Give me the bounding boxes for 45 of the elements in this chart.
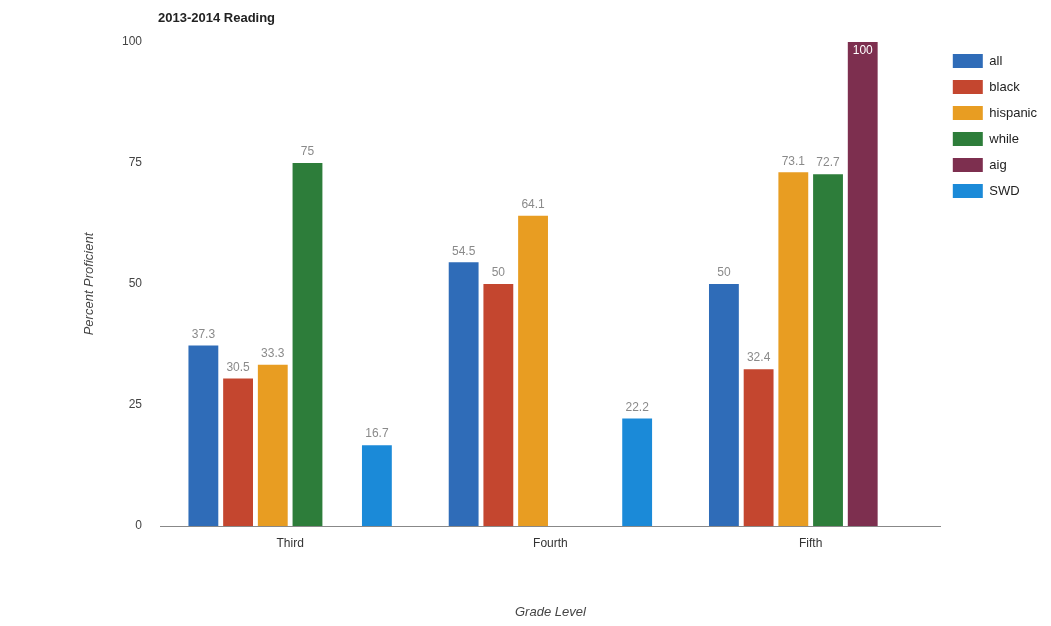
- legend-label: black: [989, 78, 1021, 94]
- x-axis-title: Grade Level: [514, 603, 587, 619]
- legend-label: aig: [989, 156, 1007, 172]
- data-label: 75: [300, 144, 315, 159]
- y-tick-label: 25: [128, 397, 143, 412]
- x-tick-label: Third: [276, 535, 304, 550]
- data-label: 50: [717, 265, 731, 280]
- bar: [847, 42, 878, 526]
- data-label: 64.1: [521, 197, 546, 212]
- bar: [188, 345, 219, 526]
- bar: [292, 163, 323, 526]
- legend-label: all: [989, 52, 1003, 68]
- bar: [361, 445, 392, 526]
- data-label: 37.3: [191, 326, 216, 341]
- bar: [483, 284, 514, 526]
- y-tick-label: 75: [128, 155, 143, 170]
- y-axis-title: Percent Proficient: [81, 231, 97, 336]
- bar: [448, 262, 479, 526]
- bar: [708, 284, 739, 526]
- bar: [813, 174, 843, 526]
- data-label: 100: [852, 43, 874, 58]
- bar: [257, 364, 288, 526]
- y-tick-label: 50: [128, 276, 143, 291]
- data-label: 50: [491, 265, 506, 280]
- bar: [743, 369, 774, 526]
- legend-label: while: [988, 130, 1019, 146]
- y-tick-label: 100: [121, 34, 143, 49]
- data-label: 30.5: [226, 359, 251, 374]
- bar: [778, 172, 809, 526]
- data-label: 32.4: [746, 350, 771, 365]
- bar: [518, 215, 548, 526]
- bar: [223, 378, 253, 526]
- data-label: 73.1: [781, 153, 806, 168]
- legend-label: hispanic: [989, 104, 1038, 120]
- data-label: 54.5: [451, 243, 476, 258]
- chart-title: 2013-2014 Reading: [158, 9, 276, 25]
- data-label: 33.3: [261, 346, 285, 361]
- x-tick-label: Fifth: [799, 535, 823, 550]
- data-label: 72.7: [816, 155, 841, 170]
- legend-label: SWD: [989, 182, 1020, 198]
- bar: [622, 418, 653, 526]
- x-tick-label: Fourth: [533, 535, 568, 550]
- data-label: 16.7: [365, 426, 389, 441]
- y-tick-label: 0: [135, 518, 143, 533]
- data-label: 22.2: [625, 399, 650, 414]
